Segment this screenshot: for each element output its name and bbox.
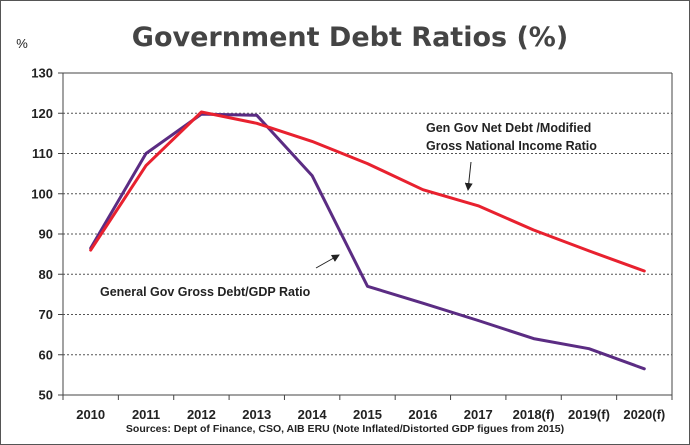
data-point xyxy=(643,269,646,273)
series-line-net-debt-gni xyxy=(89,110,646,273)
annotation-gross-debt-arrow xyxy=(315,254,340,269)
data-point xyxy=(255,114,258,117)
y-tick-labels: 50 60 70 80 90 100 110 120 130 xyxy=(31,66,53,403)
y-unit-label: % xyxy=(16,36,28,51)
data-point xyxy=(587,249,591,253)
data-point xyxy=(89,248,92,252)
data-point xyxy=(255,122,258,125)
x-tick-label: 2018(f) xyxy=(513,407,555,422)
data-point xyxy=(421,188,425,191)
x-tick-label: 2011 xyxy=(132,407,160,422)
data-point xyxy=(532,337,535,340)
x-tick-label: 2020(f) xyxy=(623,407,665,422)
series-lines xyxy=(89,110,646,371)
x-tick-label: 2015 xyxy=(353,407,382,422)
x-tick-label: 2010 xyxy=(76,407,105,422)
data-point xyxy=(587,347,591,350)
annotation-net-debt: Gen Gov Net Debt /Modified Gross Nationa… xyxy=(426,121,597,191)
data-point xyxy=(200,110,203,114)
source-note: Sources: Dept of Finance, CSO, AIB ERU (… xyxy=(126,423,564,435)
x-tick-label: 2013 xyxy=(242,407,271,422)
y-tick-label: 80 xyxy=(39,267,53,282)
annotation-net-debt-arrow xyxy=(464,161,473,191)
data-point xyxy=(310,174,314,177)
annotation-gross-debt-line-1: General Gov Gross Debt/GDP Ratio xyxy=(100,285,311,299)
x-tick-label: 2016 xyxy=(408,407,437,422)
data-point xyxy=(643,367,646,371)
data-point xyxy=(144,152,148,155)
data-point xyxy=(477,319,480,322)
y-tick-label: 60 xyxy=(39,347,53,362)
y-tick-label: 130 xyxy=(31,66,53,81)
x-tick-labels: 2010 2011 2012 2013 2014 2015 2016 2017 2018(f) 2… xyxy=(76,407,665,422)
x-tick-label: 2012 xyxy=(187,407,216,422)
annotation-net-debt-line-1: Gen Gov Net Debt /Modified xyxy=(426,121,591,135)
data-point xyxy=(421,302,425,305)
data-point xyxy=(144,164,148,167)
x-tick-label: 2014 xyxy=(298,407,328,422)
y-tick-label: 90 xyxy=(39,227,53,242)
y-tick-label: 110 xyxy=(32,146,53,161)
data-point xyxy=(366,285,369,288)
data-point xyxy=(477,204,480,208)
x-tick-label: 2017 xyxy=(464,407,493,422)
chart-title: Government Debt Ratios (%) xyxy=(132,22,568,53)
y-tick-label: 70 xyxy=(39,307,53,322)
annotation-gross-debt: General Gov Gross Debt/GDP Ratio xyxy=(100,254,340,299)
data-point xyxy=(310,140,314,143)
y-tick-label: 50 xyxy=(39,388,53,403)
x-tick-label: 2019(f) xyxy=(568,407,610,422)
data-point xyxy=(532,228,535,232)
gridlines xyxy=(63,112,672,356)
data-point xyxy=(366,162,369,165)
y-tick-label: 120 xyxy=(31,106,53,121)
annotation-net-debt-line-2: Gross National Income Ratio xyxy=(426,139,597,153)
axes xyxy=(58,72,673,400)
y-tick-label: 100 xyxy=(31,186,53,201)
